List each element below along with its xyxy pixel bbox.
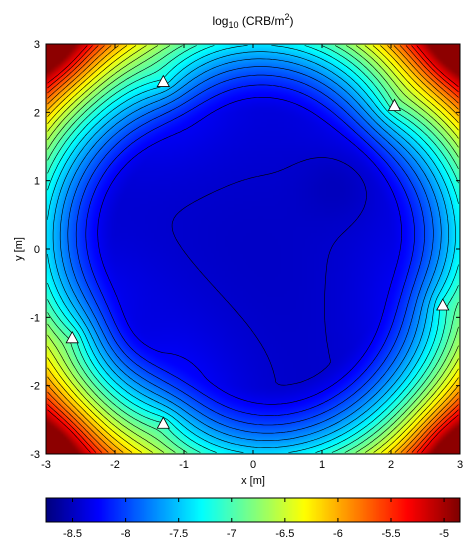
contour-line xyxy=(47,45,459,453)
x-tick-label: -1 xyxy=(179,459,189,471)
colorbar-tick-label: -7 xyxy=(227,528,237,540)
contour-line xyxy=(47,45,459,453)
contour-line xyxy=(47,45,459,453)
colorbar-tick-label: -8 xyxy=(121,528,131,540)
colorbar-tick-label: -6 xyxy=(333,528,343,540)
y-axis-label: y [m] xyxy=(13,237,25,261)
colorbar-tick-label: -8.5 xyxy=(63,528,82,540)
sensor-markers xyxy=(65,74,450,429)
y-tick-label: 1 xyxy=(34,176,40,188)
contour-line xyxy=(47,45,459,453)
contour-line xyxy=(67,66,434,434)
y-tick-label: 3 xyxy=(34,39,40,51)
y-tick-label: -2 xyxy=(30,381,40,393)
x-tick-label: 0 xyxy=(250,459,256,471)
contour-line xyxy=(47,45,459,453)
y-axis: -3 -2 -1 0 1 2 3 xyxy=(30,39,460,461)
colorbar-tick-label: -6.5 xyxy=(275,528,294,540)
x-tick-label: -2 xyxy=(110,459,120,471)
contour-line xyxy=(47,45,459,453)
contour-line xyxy=(47,45,459,453)
colorbar-tick-label: -5 xyxy=(439,528,449,540)
contour-line xyxy=(85,84,415,416)
x-tick-label: 2 xyxy=(388,459,394,471)
x-axis: -3 -2 -1 0 1 2 3 xyxy=(41,44,463,471)
contour-line xyxy=(47,45,459,453)
contour-line xyxy=(47,45,459,453)
colorbar-axis: -8.5 -8 -7.5 -7 -6.5 -6 -5.5 -5 xyxy=(63,498,449,540)
chart-title: log10 (CRB/m2) xyxy=(212,12,293,30)
contour-line xyxy=(171,157,367,386)
y-tick-label: 0 xyxy=(34,244,40,256)
contour-line xyxy=(59,58,442,441)
colorbar-tick-label: -7.5 xyxy=(169,528,188,540)
contour-line xyxy=(47,45,459,453)
y-tick-label: -1 xyxy=(30,312,40,324)
contour-line xyxy=(47,45,459,453)
contour-line xyxy=(47,45,456,453)
contour-line xyxy=(75,74,425,426)
sensor-marker xyxy=(436,298,450,311)
x-tick-label: 3 xyxy=(457,459,463,471)
x-tick-label: -3 xyxy=(41,459,51,471)
sensor-marker xyxy=(156,416,170,429)
heatmap-layer xyxy=(46,44,460,454)
sensor-marker xyxy=(387,98,402,111)
contour-line xyxy=(52,51,449,448)
x-tick-label: 1 xyxy=(319,459,325,471)
colorbar-frame xyxy=(45,497,461,523)
contour-line xyxy=(97,97,402,405)
y-tick-label: -3 xyxy=(30,449,40,461)
colorbar-tick-label: -5.5 xyxy=(382,528,401,540)
sensor-marker xyxy=(156,74,170,87)
y-tick-label: 2 xyxy=(34,107,40,119)
contour-lines xyxy=(47,45,459,453)
contour-line xyxy=(47,45,459,453)
colorbar-gradient xyxy=(46,498,460,522)
contour-line xyxy=(47,45,459,453)
heatmap-image xyxy=(46,44,460,454)
x-axis-label: x [m] xyxy=(241,475,265,487)
contour-line xyxy=(47,45,459,453)
sensor-marker xyxy=(65,330,79,344)
